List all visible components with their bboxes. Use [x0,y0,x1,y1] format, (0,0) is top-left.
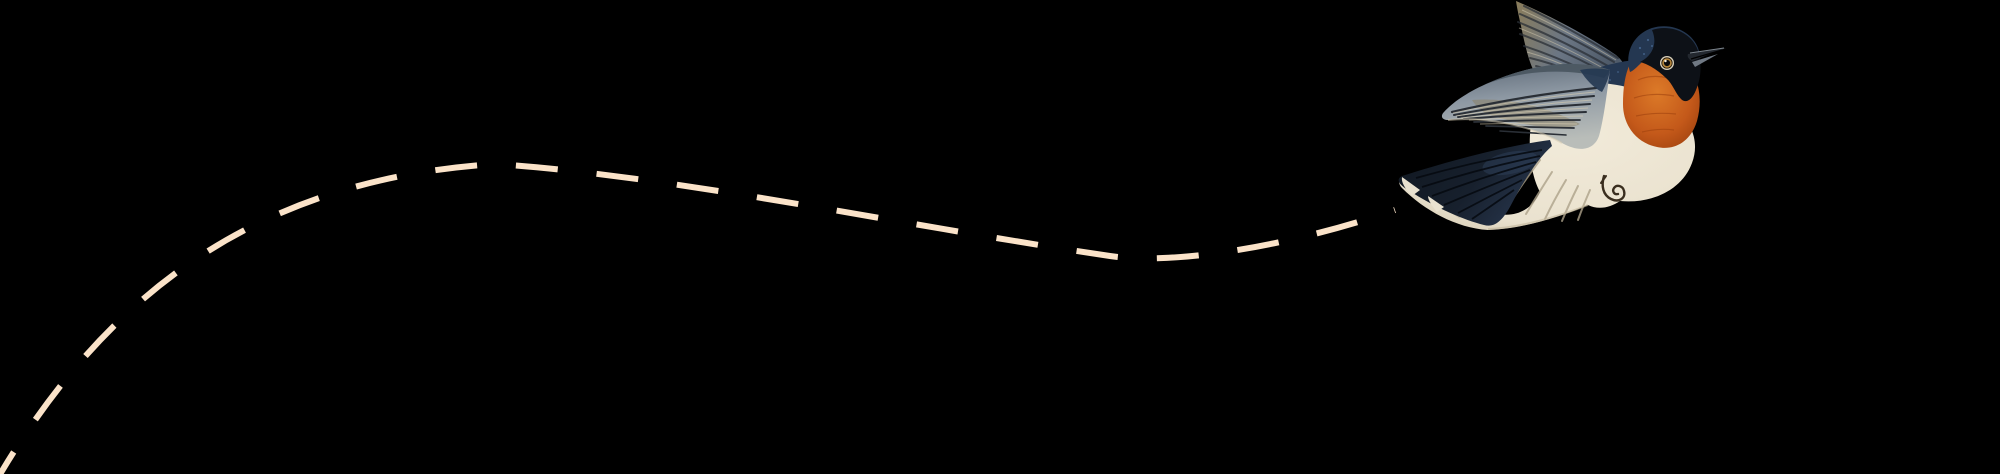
near-wing-shoulder [1580,68,1610,92]
near-wing-buff-lines [1452,91,1596,125]
swallow-bird-svg [1398,1,1726,230]
beak [1687,47,1726,67]
head [1628,26,1726,102]
foot [1600,174,1626,202]
near-wing-lower-edge [1447,118,1563,144]
dashed-flight-path [0,160,1396,474]
near-wing-feather-streaks [1450,86,1598,136]
tail-white-tips [1401,177,1444,212]
near-wing-top-band [1486,63,1610,84]
eye [1660,56,1674,70]
tail-feather-streaks [1415,149,1543,220]
near-wing [1441,63,1610,149]
tail [1398,140,1552,226]
belly-bottom-shade [1487,204,1589,230]
swallow-bird-illustration [1390,0,1735,240]
chest-texture [1633,75,1677,133]
